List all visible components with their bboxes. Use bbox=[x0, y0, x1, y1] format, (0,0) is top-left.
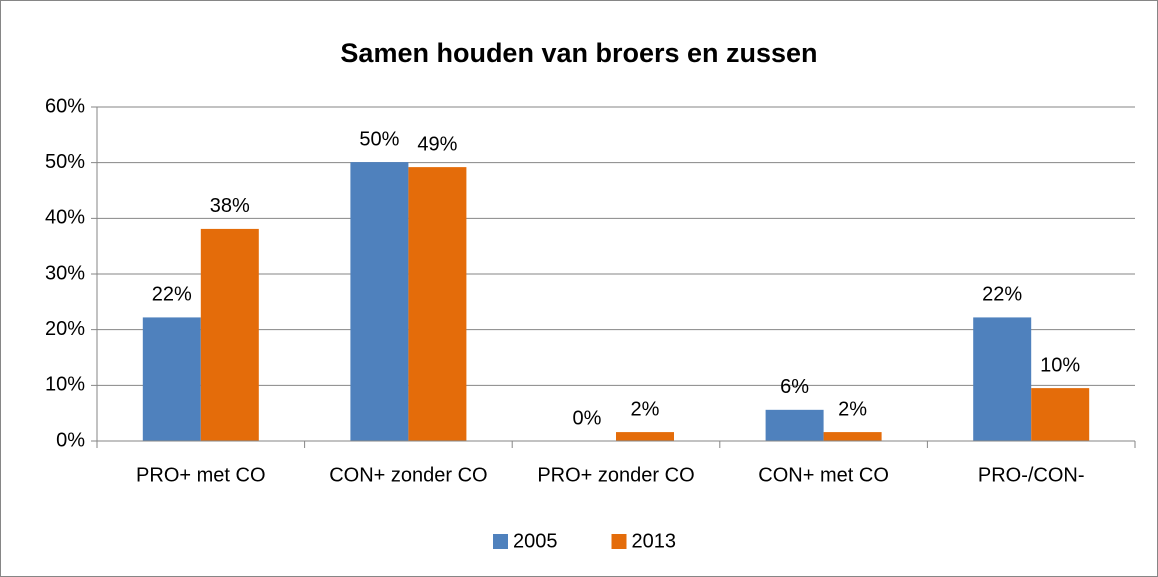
data-label: 10% bbox=[1040, 354, 1080, 376]
data-label: 0% bbox=[573, 407, 602, 429]
chart-title: Samen houden van broers en zussen bbox=[340, 38, 817, 68]
y-tick-label: 20% bbox=[45, 318, 85, 340]
bar bbox=[200, 228, 259, 441]
data-label: 6% bbox=[780, 376, 809, 398]
y-tick-label: 10% bbox=[45, 374, 85, 396]
bar bbox=[616, 432, 674, 441]
y-tick-label: 50% bbox=[45, 151, 85, 173]
x-tick-label: PRO+ zonder CO bbox=[537, 464, 694, 486]
data-label: 49% bbox=[417, 133, 457, 155]
bar bbox=[408, 167, 467, 441]
y-tick-label: 60% bbox=[45, 95, 85, 117]
legend-swatch bbox=[611, 534, 627, 549]
data-label: 22% bbox=[982, 284, 1022, 306]
bar bbox=[973, 317, 1032, 441]
data-label: 2% bbox=[838, 398, 867, 420]
y-tick-label: 30% bbox=[45, 262, 85, 284]
legend-label: 2005 bbox=[513, 530, 558, 552]
bar bbox=[765, 409, 824, 441]
x-tick-label: CON+ zonder CO bbox=[329, 464, 487, 486]
data-label: 22% bbox=[152, 284, 192, 306]
x-tick-label: PRO-/CON- bbox=[978, 464, 1085, 486]
data-label: 38% bbox=[210, 195, 250, 217]
x-tick-label: PRO+ met CO bbox=[136, 464, 265, 486]
x-tick-label: CON+ met CO bbox=[758, 464, 889, 486]
y-tick-label: 0% bbox=[56, 429, 85, 451]
data-label: 2% bbox=[631, 398, 660, 420]
y-tick-label: 40% bbox=[45, 207, 85, 229]
bar bbox=[1031, 388, 1090, 441]
legend-label: 2013 bbox=[632, 530, 677, 552]
bar bbox=[350, 162, 409, 442]
bar bbox=[142, 317, 201, 441]
bar bbox=[823, 432, 882, 441]
legend-swatch bbox=[493, 534, 508, 549]
data-label: 50% bbox=[359, 128, 399, 150]
